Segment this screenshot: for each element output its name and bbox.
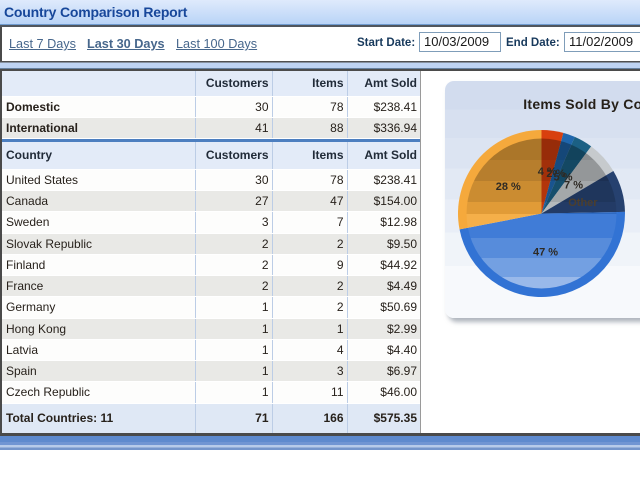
svg-text:7 %: 7 % bbox=[564, 180, 583, 192]
svg-text:2 %: 2 % bbox=[546, 168, 565, 180]
svg-text:28 %: 28 % bbox=[496, 181, 521, 193]
svg-text:4 %: 4 % bbox=[538, 166, 557, 178]
svg-text:5 %: 5 % bbox=[554, 171, 573, 183]
svg-text:47 %: 47 % bbox=[533, 247, 558, 259]
svg-text:Other: Other bbox=[568, 197, 598, 209]
